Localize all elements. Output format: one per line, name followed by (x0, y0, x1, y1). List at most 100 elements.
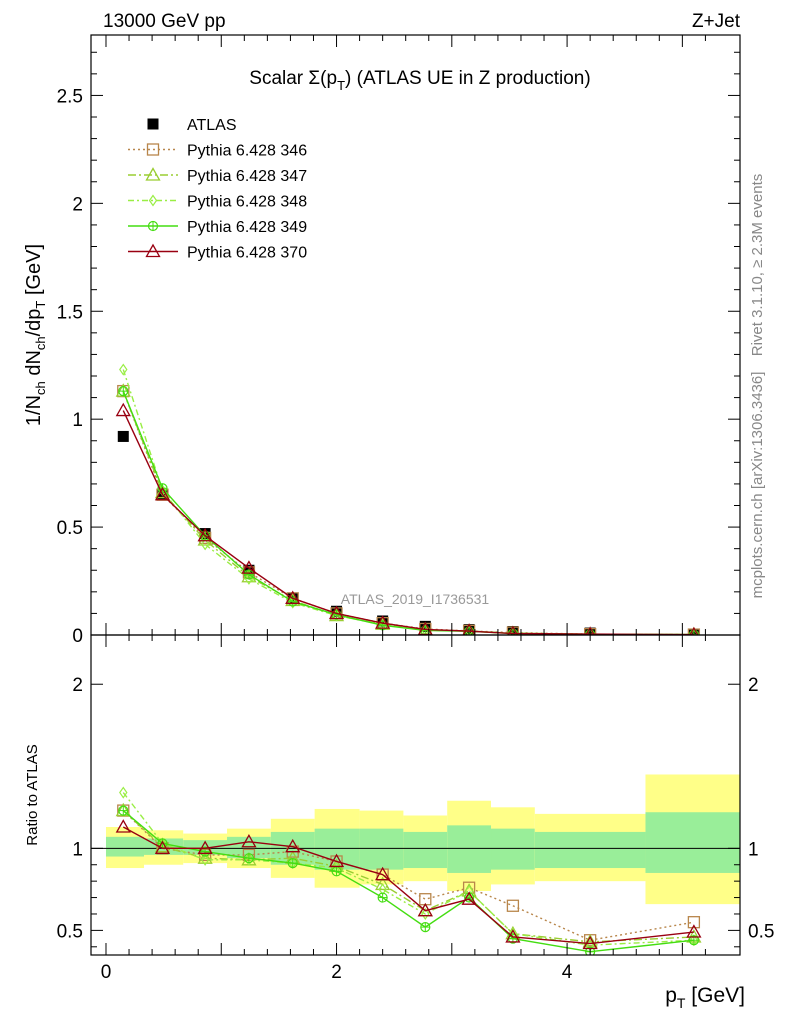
main-point (585, 626, 596, 635)
ratio-band-green (359, 828, 404, 870)
ratio-point (154, 840, 171, 854)
xtick-label: 2 (331, 962, 342, 983)
ratio-point (421, 907, 430, 921)
legend-item: ATLAS (147, 117, 237, 134)
ratio-point (506, 899, 520, 912)
main-ytick-label: 2.5 (57, 86, 83, 107)
ratio-band-green (403, 831, 448, 869)
ratio-ytick-label-right: 2 (748, 675, 759, 696)
legend-label: ATLAS (187, 117, 237, 134)
ratio-point (243, 853, 255, 864)
ratio-point (119, 786, 128, 799)
main-point (507, 625, 519, 635)
legend-item: Pythia 6.428 348 (128, 194, 307, 211)
rivet-label: Rivet 3.1.10, ≥ 2.3M events (749, 174, 766, 357)
ratio-point (375, 866, 391, 881)
ratio-point (115, 819, 131, 833)
ratio-point (328, 853, 345, 868)
analysis-watermark: ATLAS_2019_I1736531 (341, 591, 490, 607)
main-point (328, 605, 345, 620)
legend-marker (147, 118, 159, 130)
ratio-band-green (534, 831, 646, 869)
ratio-point (687, 916, 701, 929)
ratio-band-green (447, 825, 492, 873)
ratio-point (686, 924, 702, 938)
ratio-band-green (227, 836, 271, 859)
main-ytick-label: 1.5 (57, 302, 83, 323)
svg-text:1/Nch dNch/dpT [GeV]: 1/Nch dNch/dpT [GeV] (23, 244, 48, 426)
ratio-point (200, 846, 211, 857)
ratio-frame (90, 634, 741, 956)
axis-ticks (91, 35, 740, 955)
ratio-ytick-label: 0.5 (57, 921, 83, 942)
legend-marker (147, 220, 159, 232)
ratio-band-green (491, 828, 535, 870)
ratio-point (417, 902, 433, 917)
ratio-point (285, 838, 301, 853)
ratio-ytick-label: 1 (72, 839, 83, 860)
main-point (241, 560, 257, 574)
main-ytick-label: 1 (72, 410, 83, 431)
legend-item: Pythia 6.428 347 (128, 167, 307, 185)
ratio-point (375, 876, 391, 891)
legend-marker (145, 167, 161, 181)
ratio-ytick-label: 2 (72, 675, 83, 696)
legend-marker (146, 143, 160, 156)
main-series-line (122, 410, 694, 635)
ratio-series-layer (115, 786, 702, 955)
main-point (115, 402, 131, 417)
axis-tick-labels: 0 0.5 1 1.5 2 2.5 0.5 0.5 1 1 2 2 0 2 4 (57, 86, 775, 983)
main-series-5 (115, 402, 699, 635)
main-point (118, 386, 129, 397)
chart-title: Scalar Σ(pT) (ATLAS UE in Z production) (249, 68, 590, 93)
main-ytick-label: 0 (72, 626, 83, 647)
ratio-point (582, 935, 598, 950)
main-y-axis-label: 1/Nch dNch/dpT [GeV] (23, 244, 48, 426)
xtick-label: 4 (562, 962, 573, 983)
ratio-uncertainty-bands (105, 774, 740, 905)
main-point (197, 527, 213, 542)
main-point (285, 590, 301, 604)
main-point (417, 621, 433, 635)
ratio-series-line (122, 792, 694, 946)
ratio-point (331, 866, 342, 877)
legend: ATLAS Pythia 6.428 346 Pythia 6.428 347 Pyt… (128, 117, 307, 262)
ratio-point (241, 833, 257, 848)
ratio-ytick-label-right: 1 (748, 839, 759, 860)
ratio-point (118, 805, 129, 816)
main-point (117, 430, 129, 442)
legend-marker (148, 194, 158, 207)
ratio-y-axis-label: Ratio to ATLAS (24, 744, 41, 845)
main-point (689, 626, 699, 635)
ratio-point (420, 922, 431, 933)
ratio-ytick-label-right: 0.5 (748, 921, 774, 942)
legend-item: Pythia 6.428 370 (128, 243, 307, 262)
main-point (462, 623, 476, 635)
main-point (243, 569, 255, 580)
legend-label: Pythia 6.428 347 (187, 168, 307, 185)
ratio-point (287, 858, 298, 869)
main-ytick-label: 0.5 (57, 518, 83, 539)
main-point (200, 538, 210, 551)
legend-label: Pythia 6.428 349 (187, 219, 307, 236)
ratio-point (461, 891, 477, 905)
legend-marker (145, 243, 161, 258)
main-ytick-label: 2 (72, 194, 83, 215)
ratio-point (505, 929, 521, 943)
legend-item: Pythia 6.428 349 (128, 219, 307, 236)
legend-label: Pythia 6.428 346 (187, 143, 307, 160)
main-point (119, 363, 128, 376)
ratio-series-line (122, 810, 694, 953)
x-axis-label: pT [GeV] (665, 984, 745, 1011)
main-point (288, 596, 297, 609)
main-point (375, 615, 391, 629)
header-collision: 13000 GeV pp (103, 11, 226, 32)
legend-item: Pythia 6.428 346 (128, 143, 307, 160)
ratio-band-green (105, 836, 145, 857)
ratio-point (200, 853, 210, 866)
ratio-band-green (645, 812, 740, 873)
mcplots-label: mcplots.cern.ch [arXiv:1306.3436] (749, 372, 766, 599)
ratio-point (377, 892, 388, 903)
ratio-point (197, 850, 213, 864)
